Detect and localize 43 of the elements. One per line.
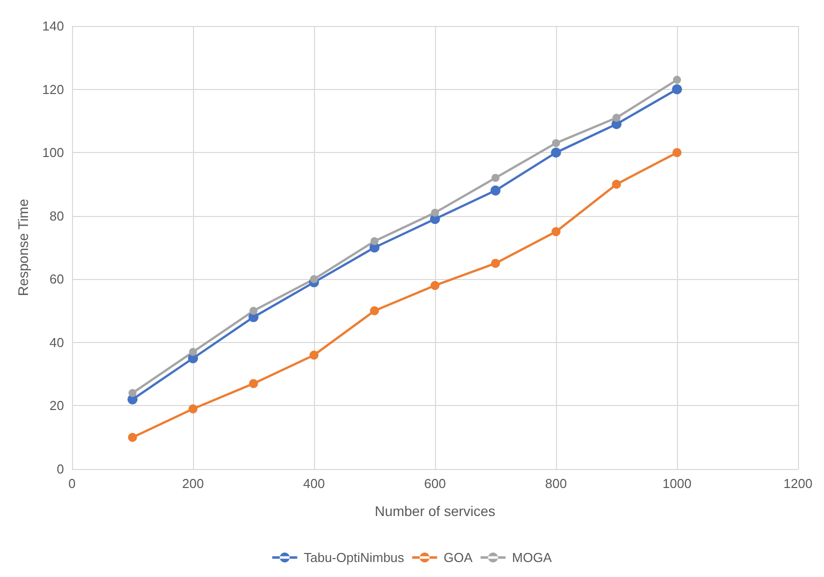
point xyxy=(370,237,378,246)
point xyxy=(250,306,258,315)
y-tick-label: 60 xyxy=(50,272,64,287)
x-tick-label: 1200 xyxy=(784,476,812,491)
x-tick-label: 1000 xyxy=(662,476,692,491)
point xyxy=(128,432,137,442)
y-tick-label: 80 xyxy=(50,208,64,224)
point xyxy=(673,76,681,84)
x-tick-label: 400 xyxy=(303,476,325,491)
legend-label: GOA xyxy=(444,550,473,565)
point xyxy=(128,389,136,398)
point xyxy=(672,84,682,94)
legend-label: MOGA xyxy=(512,550,552,565)
y-tick-label: 120 xyxy=(42,82,64,97)
point xyxy=(430,280,440,290)
point xyxy=(492,174,500,182)
y-tick-label: 0 xyxy=(56,462,64,476)
point xyxy=(612,114,620,122)
point xyxy=(490,186,500,196)
point xyxy=(612,180,621,189)
y-tick-label: 20 xyxy=(50,398,64,414)
x-axis-title: Number of services xyxy=(374,503,496,519)
point xyxy=(672,148,682,158)
y-axis-title: Response Time xyxy=(15,198,31,296)
point xyxy=(552,227,560,236)
point xyxy=(491,258,500,268)
point xyxy=(189,348,197,356)
point xyxy=(552,139,560,148)
point xyxy=(188,404,198,414)
x-tick-label: 0 xyxy=(68,476,76,491)
x-tick-label: 600 xyxy=(424,476,446,491)
point xyxy=(431,208,439,217)
x-tick-label: 200 xyxy=(182,476,204,491)
point xyxy=(249,379,258,388)
y-tick-label: 100 xyxy=(42,145,64,160)
y-tick-label: 40 xyxy=(50,334,64,350)
point xyxy=(310,350,318,360)
legend-label: Tabu-OptiNimbus xyxy=(304,550,405,565)
point xyxy=(370,306,379,316)
point xyxy=(310,275,318,284)
y-tick-label: 140 xyxy=(42,18,64,34)
point xyxy=(551,148,561,158)
x-tick-label: 800 xyxy=(545,476,567,491)
